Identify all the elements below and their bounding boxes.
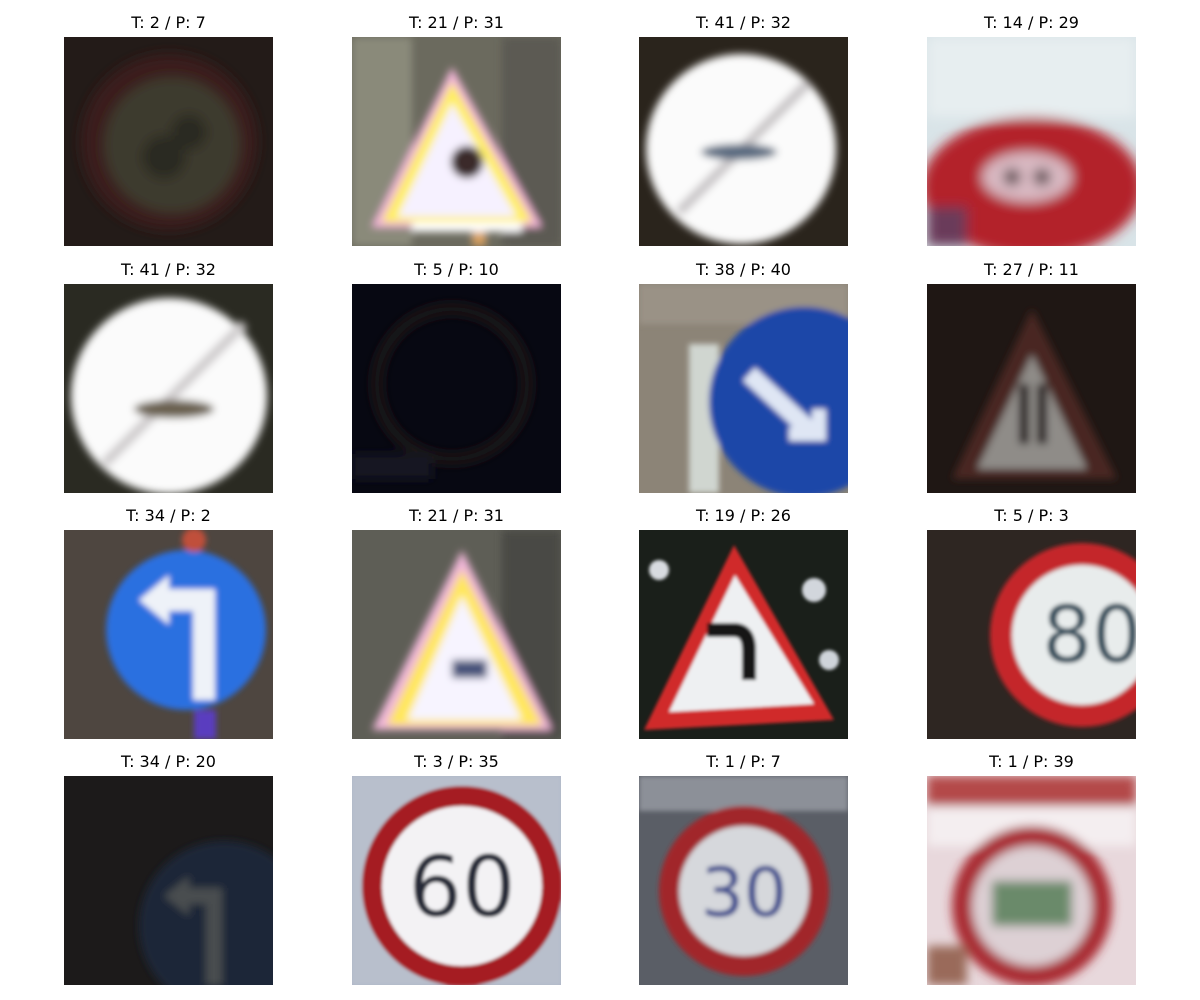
dark-pedestrian-triangle-image [927,284,1136,493]
speed-limit-80-sign-image: 80 [927,530,1136,739]
blurry-red-sign-image [927,37,1136,246]
panel-title: T: 34 / P: 20 [121,752,216,771]
dark-round-sign-image [64,37,273,246]
panel-title: T: 27 / P: 11 [984,260,1079,279]
overexposed-warning-triangle-image [352,37,561,246]
panel-title: T: 34 / P: 2 [126,506,211,525]
very-dark-round-sign-image [352,284,561,493]
panel-title: T: 19 / P: 26 [696,506,791,525]
panel-title: T: 1 / P: 7 [706,752,781,771]
panel-title: T: 41 / P: 32 [696,13,791,32]
panel-title: T: 5 / P: 10 [414,260,499,279]
panel-title: T: 21 / P: 31 [409,13,504,32]
blurry-speed-limit-sign-image [927,776,1136,985]
blue-turn-left-sign-image [64,530,273,739]
curve-left-warning-sign-image [639,530,848,739]
panel-title: T: 3 / P: 35 [414,752,499,771]
panel-title: T: 38 / P: 40 [696,260,791,279]
sign-number: 80 [1042,591,1136,681]
overexposed-warning-triangle-image [352,530,561,739]
speed-limit-60-sign-image: 60 [352,776,561,985]
blue-keep-right-sign-image [639,284,848,493]
sign-number: 30 [701,854,788,933]
white-end-of-restriction-sign-image [64,284,273,493]
dark-turn-left-sign-image [64,776,273,985]
panel-title: T: 14 / P: 29 [984,13,1079,32]
panel-title: T: 5 / P: 3 [994,506,1069,525]
white-end-of-restriction-sign-image [639,37,848,246]
panel-title: T: 1 / P: 39 [989,752,1074,771]
panel-title: T: 41 / P: 32 [121,260,216,279]
panel-title: T: 2 / P: 7 [131,13,206,32]
panel-title: T: 21 / P: 31 [409,506,504,525]
sign-number: 60 [409,838,516,936]
speed-limit-30-sign-image: 30 [639,776,848,985]
